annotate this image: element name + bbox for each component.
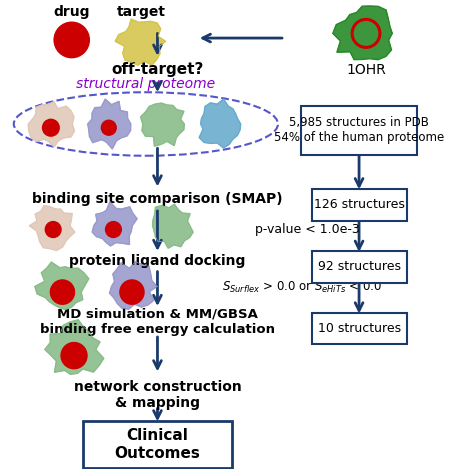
- FancyBboxPatch shape: [301, 106, 417, 155]
- Text: 126 structures: 126 structures: [314, 198, 404, 212]
- Polygon shape: [199, 99, 241, 148]
- Text: target: target: [117, 5, 166, 19]
- Polygon shape: [35, 262, 89, 310]
- Circle shape: [54, 22, 89, 58]
- Polygon shape: [88, 99, 131, 149]
- Polygon shape: [29, 205, 75, 251]
- FancyBboxPatch shape: [311, 189, 407, 220]
- FancyBboxPatch shape: [311, 313, 407, 345]
- Polygon shape: [45, 320, 104, 374]
- Text: $S_{Surflex}$ > 0.0 or $S_{eHiTs}$ < 0.0: $S_{Surflex}$ > 0.0 or $S_{eHiTs}$ < 0.0: [222, 280, 383, 295]
- Circle shape: [43, 119, 59, 136]
- Polygon shape: [115, 19, 165, 65]
- Polygon shape: [333, 6, 392, 60]
- Circle shape: [120, 280, 144, 304]
- Text: 92 structures: 92 structures: [318, 260, 401, 274]
- Polygon shape: [28, 102, 74, 147]
- Text: drug: drug: [54, 5, 90, 19]
- Text: 5,985 structures in PDB
54% of the human proteome: 5,985 structures in PDB 54% of the human…: [274, 116, 444, 144]
- FancyBboxPatch shape: [311, 251, 407, 283]
- Circle shape: [106, 221, 121, 237]
- Polygon shape: [153, 204, 193, 248]
- Polygon shape: [140, 103, 184, 146]
- Text: 1OHR: 1OHR: [346, 63, 386, 77]
- Circle shape: [61, 343, 87, 368]
- Circle shape: [46, 221, 61, 237]
- Text: structural proteome: structural proteome: [76, 77, 216, 91]
- Text: MD simulation & MM/GBSA
binding free energy calculation: MD simulation & MM/GBSA binding free ene…: [40, 307, 275, 336]
- Circle shape: [101, 120, 116, 135]
- Polygon shape: [92, 202, 137, 246]
- Text: p-value < 1.0e-3: p-value < 1.0e-3: [255, 223, 360, 235]
- Text: off-target?: off-target?: [111, 62, 204, 77]
- Polygon shape: [109, 262, 157, 309]
- Circle shape: [50, 280, 74, 304]
- Text: network construction
& mapping: network construction & mapping: [73, 380, 241, 410]
- Text: Clinical
Outcomes: Clinical Outcomes: [115, 428, 201, 461]
- Text: 10 structures: 10 structures: [318, 322, 401, 335]
- Text: binding site comparison (SMAP): binding site comparison (SMAP): [32, 192, 283, 206]
- Text: protein ligand docking: protein ligand docking: [69, 254, 246, 268]
- FancyBboxPatch shape: [83, 421, 232, 468]
